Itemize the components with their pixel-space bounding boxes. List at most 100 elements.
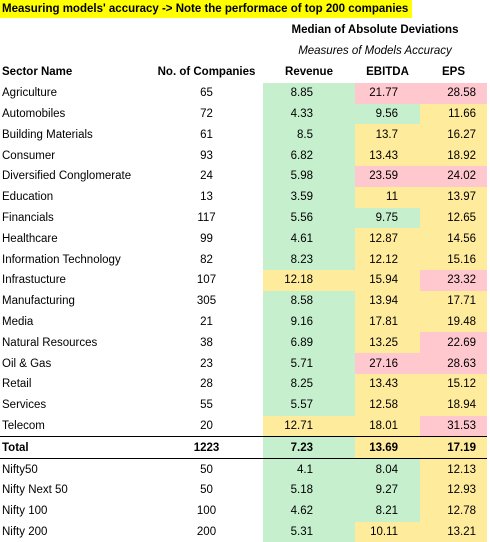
- table-row: Nifty 100 100 4.62 8.21 12.78: [0, 500, 487, 522]
- cell: 8.85: [263, 82, 355, 104]
- cell: 19.48: [420, 311, 487, 333]
- cell: 50: [200, 463, 213, 476]
- table-row: Financials 117 5.56 9.75 12.65: [0, 207, 487, 229]
- group-subheader: Measures of Models Accuracy: [298, 45, 452, 57]
- row-label: Natural Resources: [2, 336, 98, 349]
- cell: 10.11: [355, 521, 420, 542]
- cell: 305: [196, 295, 217, 308]
- cell: 20: [200, 419, 213, 432]
- cell: 18.01: [355, 415, 420, 437]
- row-label: Information Technology: [2, 253, 121, 266]
- cell: 12.65: [420, 207, 487, 229]
- cell: 4.1: [263, 458, 355, 480]
- cell: 7.23: [263, 436, 355, 460]
- cell: 5.57: [263, 394, 355, 416]
- table-row: Infrastucture 107 12.18 15.94 23.32: [0, 269, 487, 291]
- cell: 5.71: [263, 353, 355, 374]
- cell: 23.32: [420, 269, 487, 291]
- row-label: Total: [0, 436, 150, 460]
- row-label: Healthcare: [2, 232, 58, 245]
- table-row: Building Materials 61 8.5 13.7 16.27: [0, 124, 487, 146]
- cell: 6.82: [263, 145, 355, 166]
- cell: 13.25: [355, 332, 420, 354]
- cell: 9.56: [355, 103, 420, 125]
- cell: 13.97: [420, 186, 487, 208]
- cell: 23.59: [355, 165, 420, 187]
- cell: 5.31: [263, 521, 355, 542]
- table-row: Nifty 200 200 5.31 10.11 13.21: [0, 521, 487, 542]
- column-header: EBITDA: [366, 66, 409, 79]
- cell: 12.71: [263, 415, 355, 437]
- cell: 21.77: [355, 82, 420, 104]
- cell: 3.59: [263, 186, 355, 208]
- row-label: Agriculture: [2, 87, 57, 100]
- cell: 16.27: [420, 124, 487, 146]
- cell: 17.71: [420, 290, 487, 312]
- cell: 5.98: [263, 165, 355, 187]
- row-label: Telecom: [2, 419, 45, 432]
- cell: 11.66: [420, 103, 487, 125]
- cell: 12.58: [355, 394, 420, 416]
- cell: 55: [200, 399, 213, 412]
- cell: 11: [355, 186, 420, 208]
- cell: 28.58: [420, 82, 487, 104]
- cell: 28.63: [420, 353, 487, 374]
- row-label: Nifty50: [2, 463, 38, 476]
- table-row: Education 13 3.59 11 13.97: [0, 186, 487, 208]
- cell: 200: [196, 525, 217, 538]
- cell: 9.27: [355, 479, 420, 501]
- table-row: Diversified Conglomerate 24 5.98 23.59 24.02: [0, 165, 487, 187]
- cell: 18.92: [420, 145, 487, 166]
- cell: 93: [200, 149, 213, 162]
- cell: 38: [200, 336, 213, 349]
- row-label: Building Materials: [2, 128, 93, 141]
- cell: 50: [200, 484, 213, 497]
- cell: 99: [200, 232, 213, 245]
- row-label: Financials: [2, 211, 54, 224]
- cell: 5.18: [263, 479, 355, 501]
- cell: 82: [200, 253, 213, 266]
- table-row: Services 55 5.57 12.58 18.94: [0, 394, 487, 416]
- row-label: Oil & Gas: [2, 357, 52, 370]
- row-label: Nifty 100: [2, 505, 48, 518]
- row-label: Media: [2, 315, 34, 328]
- cell: 21: [200, 315, 213, 328]
- cell: 61: [200, 128, 213, 141]
- cell: 4.62: [263, 500, 355, 522]
- page-title: Measuring models' accuracy -> Note the p…: [0, 0, 413, 18]
- table-row: Oil & Gas 23 5.71 27.16 28.63: [0, 353, 487, 374]
- row-label: Services: [2, 399, 47, 412]
- table-row: Retail 28 8.25 13.43 15.12: [0, 373, 487, 395]
- cell: 13.43: [355, 373, 420, 395]
- cell: 12.13: [420, 458, 487, 480]
- accuracy-table: Sector Name No. of Companies Revenue EBITDA…: [0, 62, 487, 542]
- cell: 6.89: [263, 332, 355, 354]
- cell: 8.04: [355, 458, 420, 480]
- cell: 117: [197, 211, 216, 224]
- row-label: Consumer: [2, 149, 56, 162]
- cell: 22.69: [420, 332, 487, 354]
- cell: 4.33: [263, 103, 355, 125]
- row-label: Automobiles: [2, 107, 66, 120]
- cell: 9.16: [263, 311, 355, 333]
- cell: 65: [200, 87, 213, 100]
- cell: 24.02: [420, 165, 487, 187]
- table-row: Media 21 9.16 17.81 19.48: [0, 311, 487, 333]
- table-row: Information Technology 82 8.23 12.12 15.16: [0, 249, 487, 270]
- cell: 15.94: [355, 269, 420, 291]
- cell: 12.78: [420, 500, 487, 522]
- cell: 8.25: [263, 373, 355, 395]
- cell: 18.94: [420, 394, 487, 416]
- cell: 12.18: [263, 269, 355, 291]
- cell: 9.75: [355, 207, 420, 229]
- table-row: Automobiles 72 4.33 9.56 11.66: [0, 103, 487, 125]
- cell: 13.69: [355, 436, 420, 460]
- row-label: Retail: [2, 378, 32, 391]
- cell: 12.87: [355, 228, 420, 250]
- row-label: Manufacturing: [2, 295, 75, 308]
- column-header: Revenue: [285, 66, 333, 79]
- cell: 13.21: [420, 521, 487, 542]
- cell: 13.94: [355, 290, 420, 312]
- row-label: Diversified Conglomerate: [2, 170, 132, 183]
